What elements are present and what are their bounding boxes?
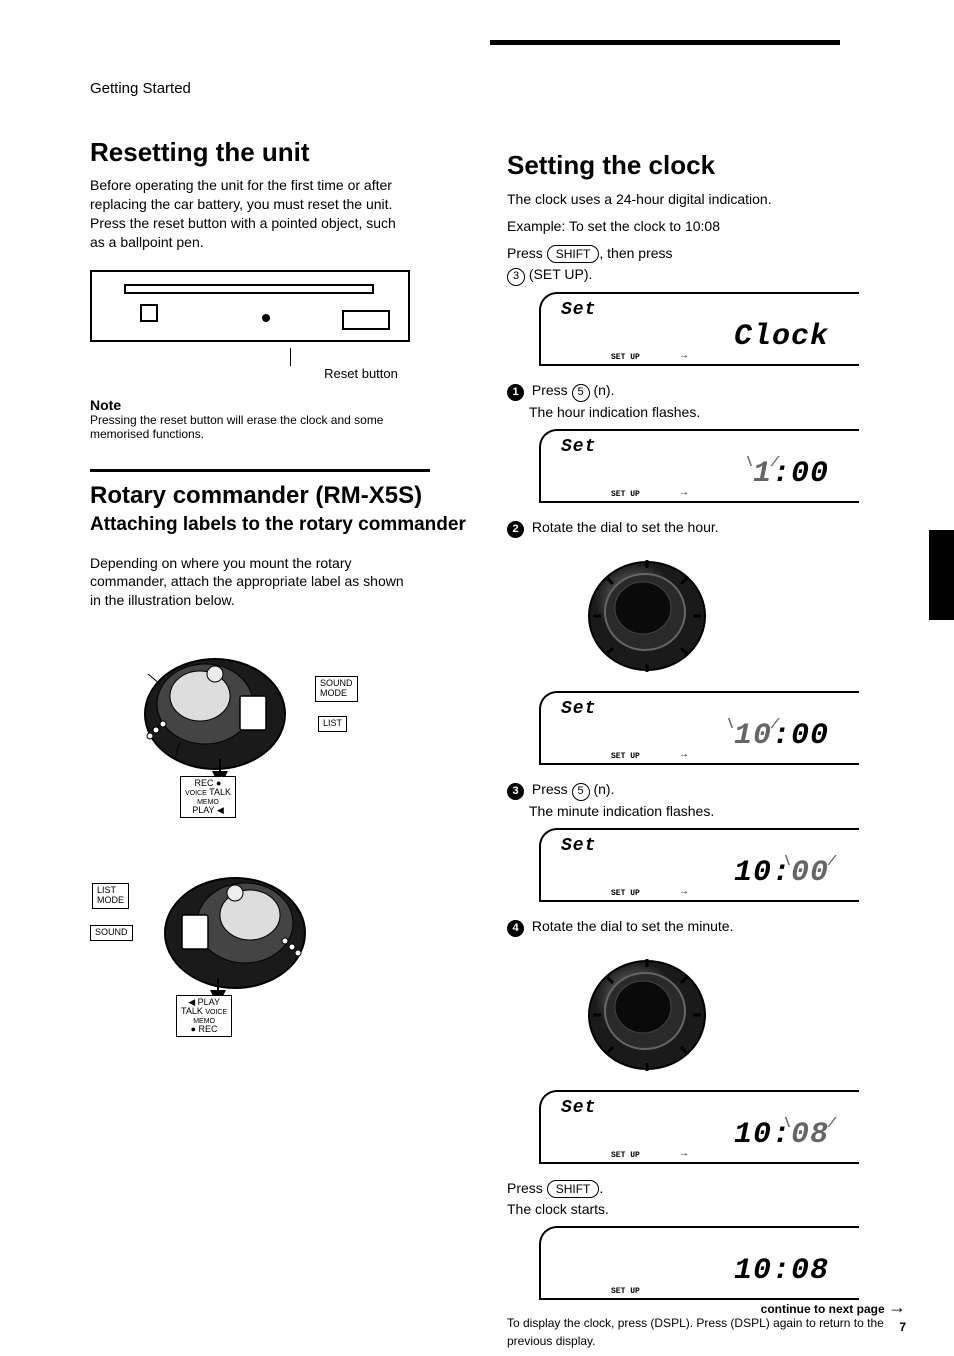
note-heading: Note <box>90 397 121 413</box>
label-sound-left: SOUND <box>90 925 133 941</box>
button-3: 3 <box>507 268 525 286</box>
step-3: 3 Press 5 (n). The minute indication fla… <box>507 779 894 822</box>
intro-body: Before operating the unit for the first … <box>90 176 410 252</box>
dial-hour <box>577 548 717 678</box>
clock-example: Example: To set the clock to 10:08 <box>507 216 894 237</box>
rotary-body: Depending on where you mount the rotary … <box>90 554 410 611</box>
shift-button-2: SHIFT <box>547 1180 600 1198</box>
lcd-final: 10:08 SET UP <box>539 1226 859 1300</box>
lcd-hour-flash: Set 1:00 SET UP → <box>539 429 859 503</box>
dial-minute <box>577 947 717 1077</box>
page-footer: continue to next page → 7 <box>761 1297 906 1334</box>
clock-title: Setting the clock <box>507 150 894 181</box>
device-illustration <box>90 270 410 342</box>
lcd-min-set: Set 10:08 SET UP → <box>539 1090 859 1164</box>
lcd-set-clock: Set Clock SET UP → <box>539 292 859 366</box>
shift-button: SHIFT <box>547 245 600 263</box>
label-switch-right: REC ● VOICE TALK MEMO PLAY ◀ <box>180 776 236 818</box>
rotary-title: Rotary commander (RM-X5S) <box>90 482 477 510</box>
button-5: 5 <box>572 384 590 402</box>
reset-button-label: Reset button <box>245 366 477 381</box>
step-5: Press SHIFT. The clock starts. <box>507 1178 894 1220</box>
rotary-illustration-right: SOUNDMODE LIST REC ● VOICE TALK MEMO PLA… <box>120 624 477 829</box>
continue-label: continue to next page <box>761 1302 885 1316</box>
button-5b: 5 <box>572 783 590 801</box>
section-label: Getting Started <box>90 80 477 97</box>
lcd-hour-set: Set 10:00 SET UP → <box>539 691 859 765</box>
page-number: 7 <box>899 1320 906 1334</box>
label-list: LIST <box>318 716 347 732</box>
rotary-subtitle: Attaching labels to the rotary commander <box>90 514 477 536</box>
lcd-min-flash: Set 10:00 SET UP → <box>539 828 859 902</box>
header-rule <box>490 40 840 45</box>
step-1: 1 Press 5 (n). The hour indication flash… <box>507 380 894 423</box>
step-2: 2 Rotate the dial to set the hour. <box>507 517 894 538</box>
page-title: Resetting the unit <box>90 137 477 168</box>
step-press-shift: Press SHIFT, then press 3 (SET UP). <box>507 243 894 286</box>
label-sound: SOUNDMODE <box>315 676 358 702</box>
step-4: 4 Rotate the dial to set the minute. <box>507 916 894 937</box>
section-divider <box>90 469 430 472</box>
clock-intro: The clock uses a 24-hour digital indicat… <box>507 189 894 210</box>
label-list-mode: LISTMODE <box>92 883 129 909</box>
label-switch-left: ◀ PLAY TALK VOICE MEMO ● REC <box>176 995 232 1037</box>
rotary-illustration-left: LISTMODE SOUND ◀ PLAY TALK VOICE MEMO ● … <box>90 843 477 1048</box>
section-tab <box>929 530 954 620</box>
note-body: Pressing the reset button will erase the… <box>90 413 410 441</box>
